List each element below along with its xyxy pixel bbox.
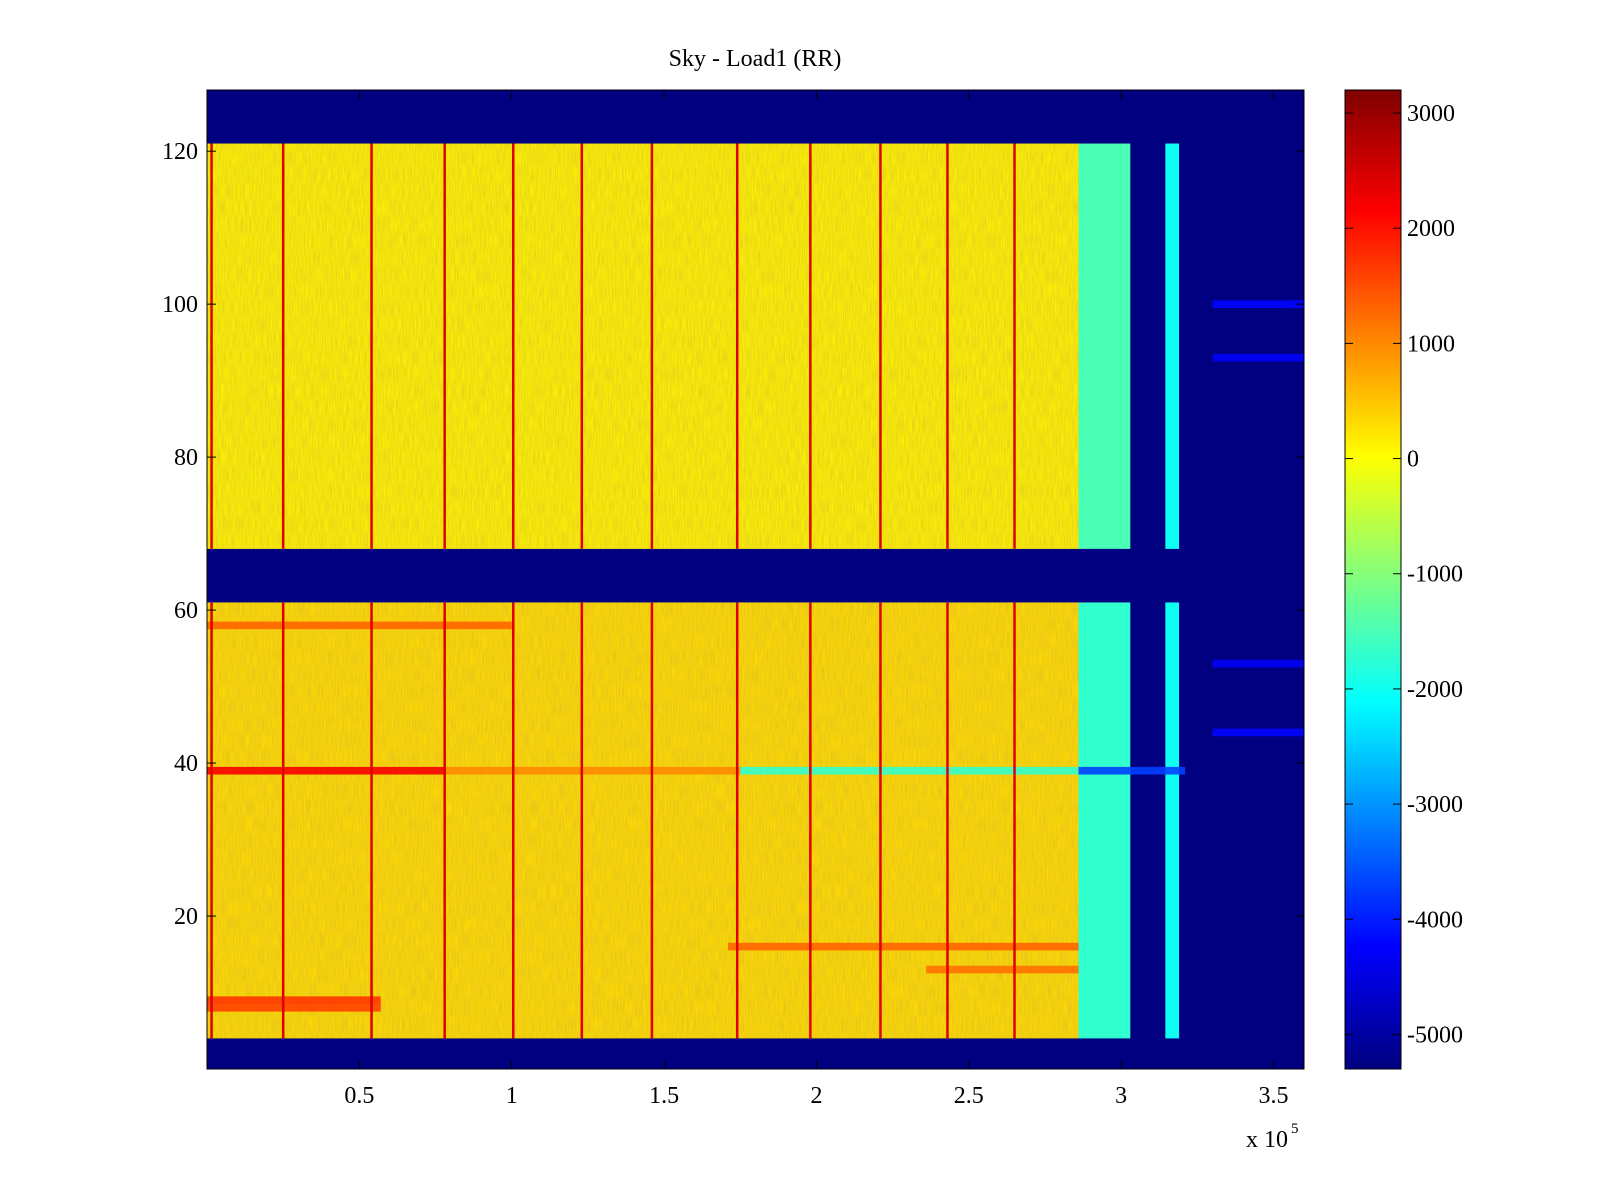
y-tick-label: 40 [174, 751, 198, 777]
row-feature-2 [740, 766, 1079, 775]
row-feature-8 [926, 965, 1079, 974]
colorbar-tick-label: -4000 [1407, 907, 1463, 933]
colorbar-frame [1344, 89, 1402, 1070]
colorbar-tick-label: -5000 [1407, 1022, 1463, 1048]
x-multiplier: x 10 5 [1246, 1121, 1299, 1153]
row-feature-7 [728, 942, 1079, 951]
row-feature-9 [1212, 300, 1304, 308]
y-tick-label: 100 [162, 292, 198, 318]
region-texture-upper-band-main [207, 143, 1079, 549]
plot-frame [206, 89, 1305, 1070]
region-upper-band-stripe [1165, 143, 1180, 549]
region-lower-band-transition [1078, 602, 1131, 1039]
row-feature-10 [1212, 353, 1304, 362]
row-feature-12 [1212, 728, 1304, 737]
x-tick-label: 1 [506, 1083, 518, 1109]
plot-area [207, 90, 1304, 1069]
row-feature-4 [207, 996, 381, 1004]
x-tick-label: 1.5 [649, 1083, 679, 1109]
x-tick-label: 2.5 [954, 1083, 984, 1109]
region-lower-band-stripe [1165, 602, 1180, 1039]
colorbar-tick-label: 0 [1407, 447, 1419, 473]
x-tick-label: 2 [810, 1083, 822, 1109]
row-feature-11 [1212, 659, 1304, 668]
row-feature-1 [444, 766, 741, 775]
colorbar-tick-label: -2000 [1407, 677, 1463, 703]
x-tick-label: 3.5 [1259, 1083, 1289, 1109]
x-tick-label: 3 [1115, 1083, 1127, 1109]
colorbar: 3000 2000 1000 0 -1000 -2000 -3000 -4000 -5000 [1344, 89, 1463, 1070]
row-feature-5 [207, 1003, 381, 1012]
y-tick-label: 20 [174, 904, 198, 930]
colorbar-tick-label: 2000 [1407, 216, 1455, 242]
y-tick-label: 60 [174, 598, 198, 624]
x-multiplier-label: x 10 [1246, 1127, 1288, 1153]
row-feature-0 [207, 766, 445, 775]
row-feature-6 [207, 621, 512, 630]
chart-title: Sky - Load1 (RR) [669, 46, 842, 72]
y-axis: 20 40 60 80 100 120 [162, 139, 1304, 930]
colorbar-tick-label: -3000 [1407, 792, 1463, 818]
colorbar-gradient [1345, 90, 1401, 1069]
y-tick-label: 80 [174, 445, 198, 471]
colorbar-tick-label: 3000 [1407, 101, 1455, 127]
x-axis: 0.5 1 1.5 2 2.5 3 3.5 [344, 90, 1289, 1109]
x-multiplier-exponent: 5 [1291, 1121, 1299, 1137]
y-tick-label: 120 [162, 139, 198, 165]
colorbar-tick-label: 1000 [1407, 331, 1455, 357]
region-upper-band-transition [1078, 143, 1131, 549]
x-tick-label: 0.5 [344, 1083, 374, 1109]
colorbar-tick-label: -1000 [1407, 562, 1463, 588]
row-feature-3 [1078, 766, 1186, 775]
